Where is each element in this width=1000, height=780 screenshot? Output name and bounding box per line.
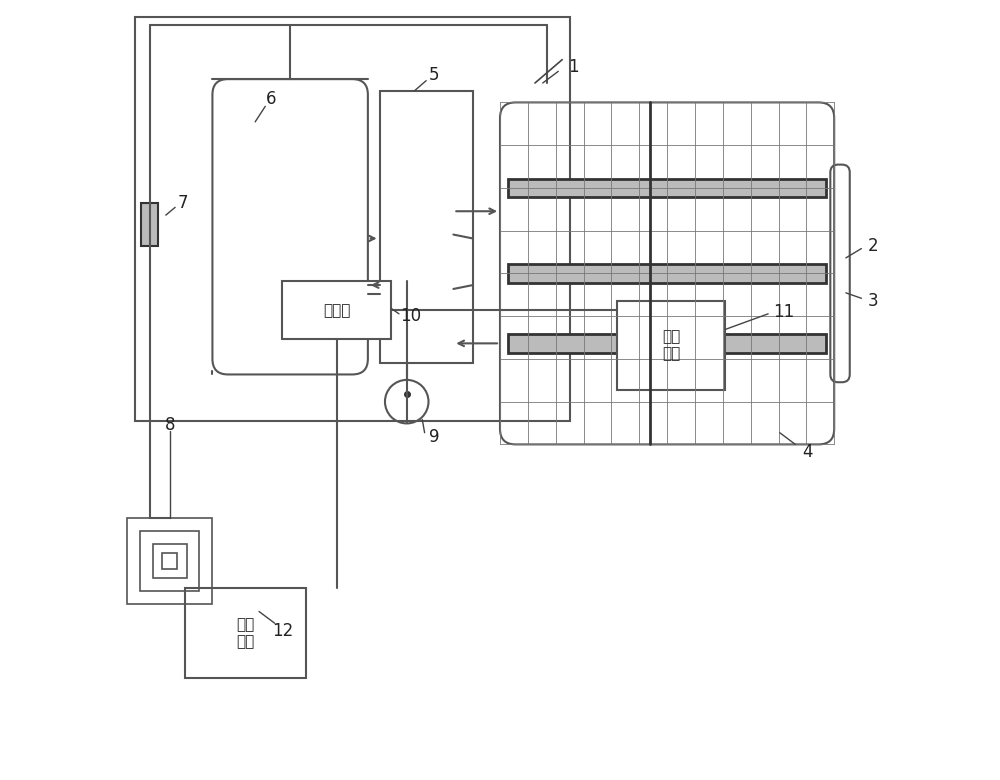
Text: 加湿
装置: 加湿 装置 xyxy=(662,329,680,361)
Text: 2: 2 xyxy=(868,237,878,255)
Text: 8: 8 xyxy=(164,416,175,434)
Text: 12: 12 xyxy=(272,622,293,640)
FancyBboxPatch shape xyxy=(282,281,391,339)
Text: 6: 6 xyxy=(265,90,276,108)
FancyBboxPatch shape xyxy=(141,204,158,246)
FancyBboxPatch shape xyxy=(508,179,826,197)
FancyBboxPatch shape xyxy=(617,300,725,390)
Text: 1: 1 xyxy=(569,58,579,76)
Text: 7: 7 xyxy=(178,194,188,212)
Text: 9: 9 xyxy=(429,427,439,445)
Text: 11: 11 xyxy=(773,303,794,321)
FancyBboxPatch shape xyxy=(508,334,826,353)
Text: 控制器: 控制器 xyxy=(323,303,350,317)
Text: 10: 10 xyxy=(400,307,421,325)
FancyBboxPatch shape xyxy=(185,588,306,678)
Text: 5: 5 xyxy=(429,66,439,84)
Text: 4: 4 xyxy=(802,443,812,461)
FancyBboxPatch shape xyxy=(508,264,826,282)
Text: 除湿
装置: 除湿 装置 xyxy=(236,617,255,649)
Text: 3: 3 xyxy=(868,292,878,310)
